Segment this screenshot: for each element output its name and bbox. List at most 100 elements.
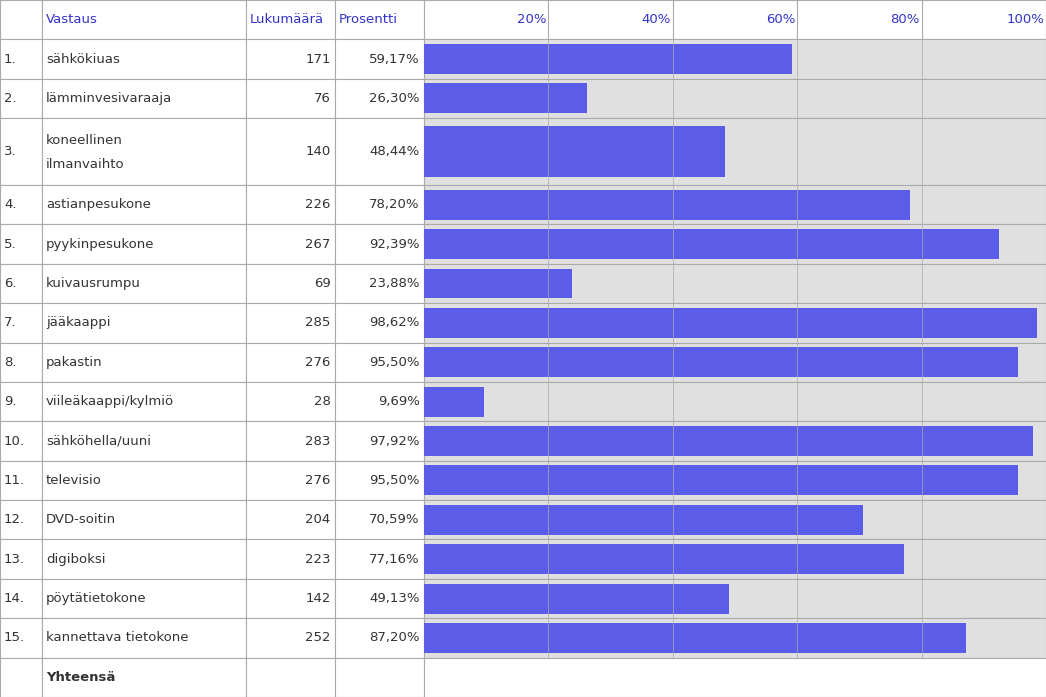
Bar (335, 422, 424, 461)
Bar (424, 229, 999, 259)
Bar (424, 544, 904, 574)
Bar (0, 264, 42, 303)
Text: 9,69%: 9,69% (378, 395, 419, 408)
Bar (42, 539, 246, 579)
Bar (0, 118, 42, 185)
Text: 26,30%: 26,30% (369, 92, 419, 105)
Bar (42, 500, 246, 539)
Bar (246, 500, 335, 539)
Text: pyykinpesukone: pyykinpesukone (46, 238, 155, 251)
Text: 98,62%: 98,62% (369, 316, 419, 330)
Bar (424, 44, 792, 74)
Bar (246, 79, 335, 118)
Text: 48,44%: 48,44% (369, 145, 419, 158)
Bar (246, 382, 335, 422)
Bar (424, 500, 1046, 539)
Text: ilmanvaihto: ilmanvaihto (46, 158, 124, 171)
Text: 49,13%: 49,13% (369, 592, 419, 605)
Text: 7.: 7. (4, 316, 17, 330)
Bar (335, 185, 424, 224)
Bar (335, 658, 424, 697)
Text: 142: 142 (305, 592, 331, 605)
Bar (424, 583, 729, 613)
Bar (424, 422, 1046, 461)
Text: 8.: 8. (4, 355, 17, 369)
Text: 80%: 80% (890, 13, 919, 26)
Text: 15.: 15. (4, 631, 25, 645)
Bar (424, 303, 1046, 343)
Bar (42, 382, 246, 422)
Text: 10.: 10. (4, 434, 25, 447)
Text: televisio: televisio (46, 474, 101, 487)
Bar (0, 539, 42, 579)
Text: 11.: 11. (4, 474, 25, 487)
Bar (424, 466, 1018, 496)
Text: sähkökiuas: sähkökiuas (46, 52, 119, 66)
Bar (246, 224, 335, 264)
Text: 78,20%: 78,20% (369, 198, 419, 211)
Bar (424, 268, 572, 298)
Bar (246, 343, 335, 382)
Bar (0, 422, 42, 461)
Text: jääkaappi: jääkaappi (46, 316, 110, 330)
Text: 60%: 60% (766, 13, 795, 26)
Bar (246, 39, 335, 79)
Text: astianpesukone: astianpesukone (46, 198, 151, 211)
Bar (0, 343, 42, 382)
Bar (246, 264, 335, 303)
Bar (42, 461, 246, 500)
Bar (246, 658, 335, 697)
Text: 70,59%: 70,59% (369, 513, 419, 526)
Bar (424, 505, 863, 535)
Bar (335, 579, 424, 618)
Text: 267: 267 (305, 238, 331, 251)
Text: Lukumäärä: Lukumäärä (250, 13, 324, 26)
Bar (424, 347, 1018, 377)
Bar (424, 618, 1046, 658)
Bar (335, 118, 424, 185)
Bar (246, 618, 335, 658)
Text: 95,50%: 95,50% (369, 355, 419, 369)
Bar (42, 224, 246, 264)
Bar (0, 0, 42, 39)
Bar (246, 461, 335, 500)
Text: 171: 171 (305, 52, 331, 66)
Bar (335, 224, 424, 264)
Text: digiboksi: digiboksi (46, 553, 106, 566)
Bar (246, 185, 335, 224)
Text: 77,16%: 77,16% (369, 553, 419, 566)
Bar (335, 343, 424, 382)
Bar (42, 0, 246, 39)
Bar (335, 382, 424, 422)
Bar (246, 539, 335, 579)
Text: 87,20%: 87,20% (369, 631, 419, 645)
Bar (424, 658, 1046, 697)
Text: 283: 283 (305, 434, 331, 447)
Text: 69: 69 (314, 277, 331, 290)
Bar (335, 39, 424, 79)
Bar (0, 658, 42, 697)
Text: pöytätietokone: pöytätietokone (46, 592, 146, 605)
Text: sähköhella/uuni: sähköhella/uuni (46, 434, 151, 447)
Text: Vastaus: Vastaus (46, 13, 97, 26)
Text: 20%: 20% (517, 13, 546, 26)
Bar (335, 0, 424, 39)
Bar (424, 382, 1046, 422)
Text: 3.: 3. (4, 145, 17, 158)
Bar (0, 39, 42, 79)
Bar (424, 579, 1046, 618)
Text: Yhteensä: Yhteensä (46, 671, 115, 684)
Text: 92,39%: 92,39% (369, 238, 419, 251)
Text: 285: 285 (305, 316, 331, 330)
Bar (424, 185, 1046, 224)
Text: 14.: 14. (4, 592, 25, 605)
Text: koneellinen: koneellinen (46, 134, 122, 147)
Bar (246, 303, 335, 343)
Bar (42, 185, 246, 224)
Text: 28: 28 (314, 395, 331, 408)
Bar (0, 500, 42, 539)
Text: 40%: 40% (641, 13, 670, 26)
Bar (42, 579, 246, 618)
Text: Prosentti: Prosentti (339, 13, 397, 26)
Bar (424, 623, 967, 653)
